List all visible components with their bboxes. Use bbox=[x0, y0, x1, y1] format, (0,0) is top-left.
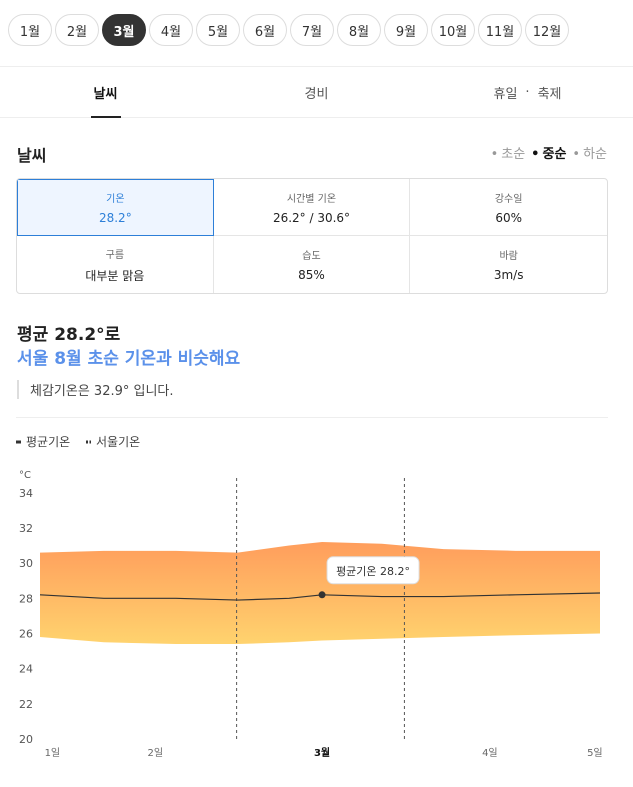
card-label: 기온 bbox=[106, 194, 125, 205]
average-line bbox=[39, 592, 601, 601]
card-value: 3m/s bbox=[493, 268, 524, 282]
month-pill[interactable]: 1월 bbox=[8, 14, 52, 46]
period-option[interactable]: • 하순 bbox=[572, 143, 607, 162]
card-label: 강수일 bbox=[494, 193, 523, 205]
y-tick-label: 22 bbox=[19, 698, 33, 711]
period-option[interactable]: • 중순 bbox=[531, 143, 566, 162]
tab[interactable]: 경비 bbox=[304, 86, 329, 102]
card-value: 60% bbox=[495, 210, 522, 225]
y-tick-label: 30 bbox=[19, 557, 33, 570]
tooltip-label: 평균기온 28.2° bbox=[336, 565, 410, 578]
month-pill[interactable]: 5월 bbox=[196, 14, 240, 46]
month-pill[interactable]: 11월 bbox=[478, 14, 522, 46]
separator: · bbox=[525, 84, 530, 100]
month-pill[interactable]: 4월 bbox=[149, 14, 193, 46]
legend-label: 서울기온 bbox=[96, 435, 140, 449]
summary-title: 평균 28.2°로 bbox=[17, 325, 121, 345]
x-tick-label: 1일 bbox=[45, 747, 61, 759]
y-tick-label: 32 bbox=[19, 522, 33, 535]
tab[interactable]: 휴일 · 축제 bbox=[422, 67, 633, 117]
weather-card[interactable]: 바람 3m/s bbox=[410, 236, 607, 293]
y-tick-label: 26 bbox=[19, 627, 33, 640]
weather-card[interactable]: 습도 85% bbox=[214, 236, 411, 293]
y-tick-label: 20 bbox=[19, 733, 33, 746]
card-value: 26.2° / 30.6° bbox=[272, 210, 351, 225]
section-title: 날씨 bbox=[17, 146, 47, 165]
month-selector: 1월 2월 3월 4월 5월 6월 7월 8월 9월 10월 11월 12월 bbox=[8, 14, 569, 46]
y-tick-label: 34 bbox=[19, 487, 33, 500]
divider bbox=[16, 417, 608, 418]
month-pill[interactable]: 3월 bbox=[102, 14, 146, 46]
month-pill[interactable]: 6월 bbox=[243, 14, 287, 46]
card-value: 28.2° bbox=[98, 211, 132, 225]
tab-label: 축제 bbox=[537, 86, 562, 102]
period-label: 중순 bbox=[542, 147, 567, 162]
y-tick-label: 28 bbox=[19, 592, 33, 605]
card-label: 구름 bbox=[105, 249, 125, 261]
tab-label: 휴일 bbox=[493, 86, 518, 102]
card-label: 습도 bbox=[302, 251, 321, 262]
x-tick-label: 2일 bbox=[148, 747, 164, 759]
card-value: 대부분 맑음 bbox=[85, 268, 145, 283]
card-label: 바람 bbox=[499, 251, 518, 262]
month-pill[interactable]: 10월 bbox=[431, 14, 475, 46]
x-tick-label: 5일 bbox=[587, 747, 603, 759]
card-value: 85% bbox=[298, 268, 325, 282]
tab-bar: 날씨 경비 휴일 · 축제 bbox=[0, 66, 633, 118]
month-pill[interactable]: 12월 bbox=[525, 14, 569, 46]
month-pill[interactable]: 9월 bbox=[384, 14, 428, 46]
card-label: 시간별 기온 bbox=[286, 193, 337, 205]
summary-subtitle: 서울 8월 초순 기온과 비슷해요 bbox=[17, 349, 241, 369]
summary-note: 체감기온은 32.9° 입니다. bbox=[17, 380, 174, 399]
y-unit: °C bbox=[19, 470, 31, 481]
weather-card[interactable]: 시간별 기온 26.2° / 30.6° bbox=[213, 179, 411, 236]
bullet: • bbox=[572, 147, 581, 162]
tab[interactable]: 날씨 bbox=[0, 67, 211, 118]
y-tick-label: 24 bbox=[19, 663, 33, 676]
bullet: • bbox=[490, 147, 499, 162]
period-label: 초순 bbox=[501, 147, 526, 162]
weather-card[interactable]: 기온 28.2° bbox=[17, 179, 214, 236]
period-selector: • 초순 • 중순 • 하순 bbox=[491, 143, 607, 162]
tooltip bbox=[326, 556, 420, 585]
highlight-point bbox=[318, 591, 326, 599]
x-tick-label: 3월 bbox=[314, 747, 330, 759]
legend-label: 평균기온 bbox=[26, 435, 70, 449]
weather-card[interactable]: 강수일 60% bbox=[410, 179, 607, 236]
month-pill[interactable]: 7월 bbox=[290, 14, 334, 46]
bullet: • bbox=[531, 147, 540, 162]
period-option[interactable]: • 초순 bbox=[491, 143, 526, 162]
x-tick-label: 4일 bbox=[482, 747, 498, 759]
period-label: 하순 bbox=[583, 147, 607, 162]
month-pill[interactable]: 2월 bbox=[55, 14, 99, 46]
month-pill[interactable]: 8월 bbox=[337, 14, 381, 46]
chart: 평균기온 서울기온 °C 20 22 24 26 28 30 32 34 1일 2일 3월 4일 5일 평균기온… bbox=[16, 435, 603, 759]
